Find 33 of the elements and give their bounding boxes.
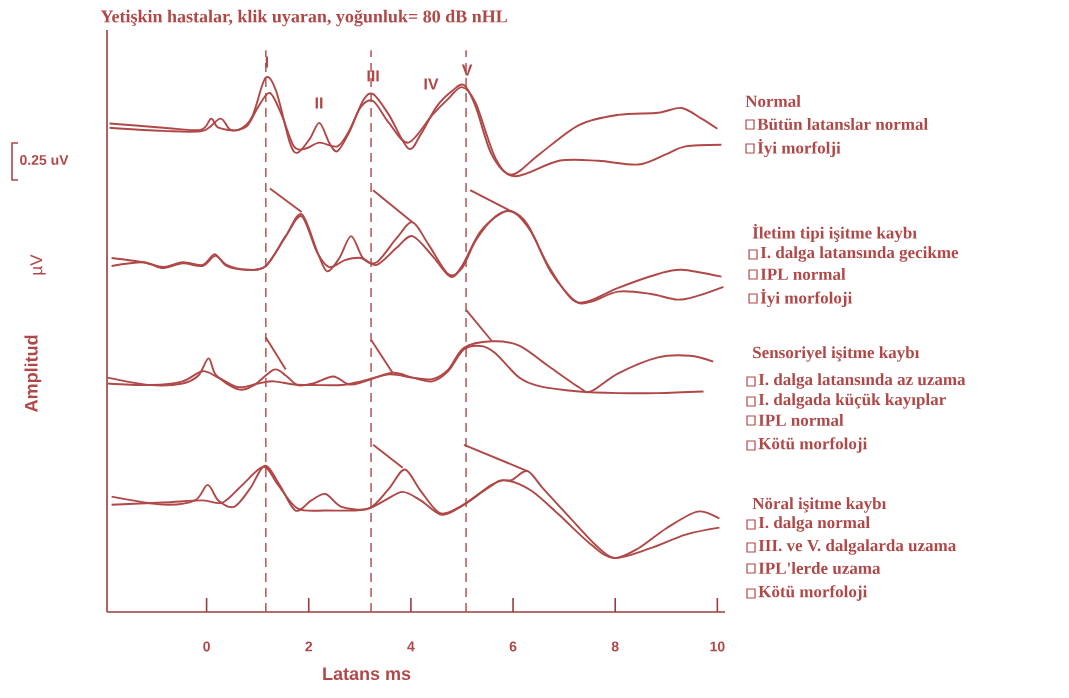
- annotation: III: [367, 70, 379, 82]
- chart-title: Yetişkin hastalar, klik uyaran, yoğunluk= 80 dB nHL: [100, 9, 507, 27]
- annotation: V: [461, 64, 473, 76]
- text: 0.25 uV: [20, 155, 69, 165]
- text: IPL'lerde uzama: [758, 562, 881, 574]
- text: Normal: [745, 95, 801, 107]
- annotation: II: [315, 97, 323, 109]
- text: I. dalgada küçük kayıplar: [758, 393, 946, 409]
- text: IPL normal: [758, 414, 844, 426]
- text: I. dalga latansında gecikme: [760, 246, 959, 262]
- text: Kötü morfoloji: [758, 437, 868, 453]
- text: İyi morfolji: [757, 138, 841, 158]
- text: Bütün latanslar normal: [757, 117, 928, 130]
- text: İyi morfoloji: [760, 288, 853, 308]
- y-axis-title: Amplitud: [24, 335, 42, 412]
- text: I. dalga normal: [758, 516, 870, 532]
- text: I. dalga latansında az uzama: [758, 373, 966, 389]
- text: µV: [30, 254, 46, 275]
- x-tick-label: 4: [407, 641, 415, 652]
- x-tick-label: 10: [710, 641, 725, 652]
- annotation: IV: [424, 78, 439, 90]
- text: Sensoriyel işitme kaybı: [753, 346, 920, 362]
- x-axis-title: Latans ms: [323, 667, 411, 681]
- x-tick-label: 6: [509, 641, 517, 652]
- text: III. ve V. dalgalarda uzama: [758, 539, 956, 555]
- text: Nöral işitme kaybı: [752, 497, 887, 513]
- x-tick-label: 0: [203, 641, 210, 652]
- text: Kötü morfoloji: [758, 585, 868, 601]
- x-tick-label: 2: [305, 641, 313, 652]
- text: İletim tipi işitme kaybı: [752, 223, 917, 243]
- x-tick-label: 8: [611, 641, 619, 652]
- text: IPL normal: [760, 268, 846, 280]
- annotation: I: [265, 56, 269, 68]
